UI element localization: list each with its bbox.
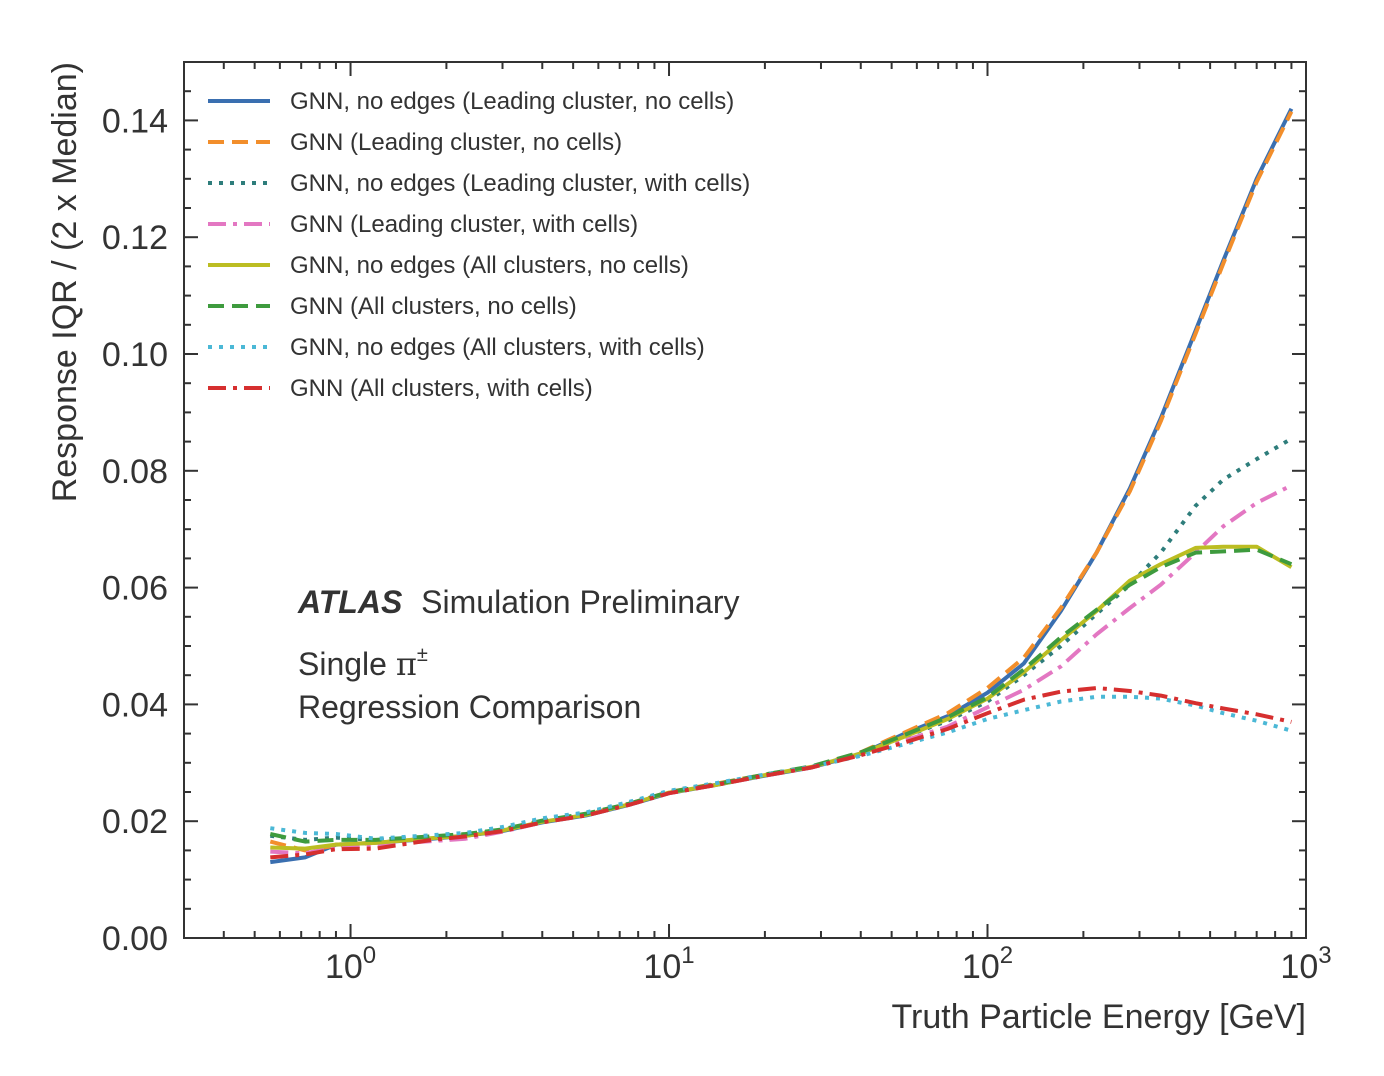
y-tick-label: 0.08 [102, 453, 168, 491]
legend-label-2: GNN (Leading cluster, no cells) [290, 129, 622, 156]
x-tick-label: 101 [643, 942, 694, 986]
y-tick-label: 0.14 [102, 102, 168, 140]
x-tick-label: 103 [1280, 942, 1331, 986]
x-tick-label: 102 [962, 942, 1013, 986]
series-line-8 [270, 686, 1292, 860]
legend-label-5: GNN, no edges (All clusters, no cells) [290, 252, 689, 279]
legend-label-7: GNN, no edges (All clusters, with cells) [290, 334, 705, 361]
annotation-line-2: Regression Comparison [298, 689, 641, 725]
legend: GNN, no edges (Leading cluster, no cells… [208, 88, 750, 402]
legend-label-1: GNN, no edges (Leading cluster, no cells… [290, 88, 734, 115]
y-axis-title: Response IQR / (2 x Median) [46, 62, 84, 502]
annotation-line-1-symbol: π [396, 645, 417, 683]
annotation-line-1-text: Single [298, 646, 396, 682]
atlas-experiment: ATLAS [297, 584, 403, 620]
y-tick-label: 0.04 [102, 686, 168, 724]
y-tick-label: 0.12 [102, 219, 168, 257]
legend-label-4: GNN (Leading cluster, with cells) [290, 211, 638, 238]
plot-area [184, 62, 1306, 938]
y-tick-label: 0.10 [102, 336, 168, 374]
legend-label-3: GNN, no edges (Leading cluster, with cel… [290, 170, 750, 197]
y-tick-label: 0.00 [102, 920, 168, 958]
plot-frame [183, 61, 1307, 939]
annotation-line-1: Single π± [298, 644, 428, 683]
y-tick-label: 0.06 [102, 570, 168, 608]
x-axis-title: Truth Particle Energy [GeV] [892, 998, 1306, 1036]
legend-label-6: GNN (All clusters, no cells) [290, 293, 577, 320]
annotation-line-1-sup: ± [417, 644, 428, 666]
tick-labels: 0.00 0.02 0.04 0.06 0.08 0.10 0.12 0.14 100 101 10… [102, 102, 1332, 986]
x-tick-label: 100 [325, 942, 376, 986]
atlas-status: Simulation Preliminary [421, 584, 739, 620]
series-line-6 [269, 547, 1293, 844]
series-curves [269, 107, 1294, 865]
legend-label-8: GNN (All clusters, with cells) [290, 375, 593, 402]
atlas-label: ATLAS Simulation Preliminary [297, 584, 740, 620]
y-tick-label: 0.02 [102, 803, 168, 841]
